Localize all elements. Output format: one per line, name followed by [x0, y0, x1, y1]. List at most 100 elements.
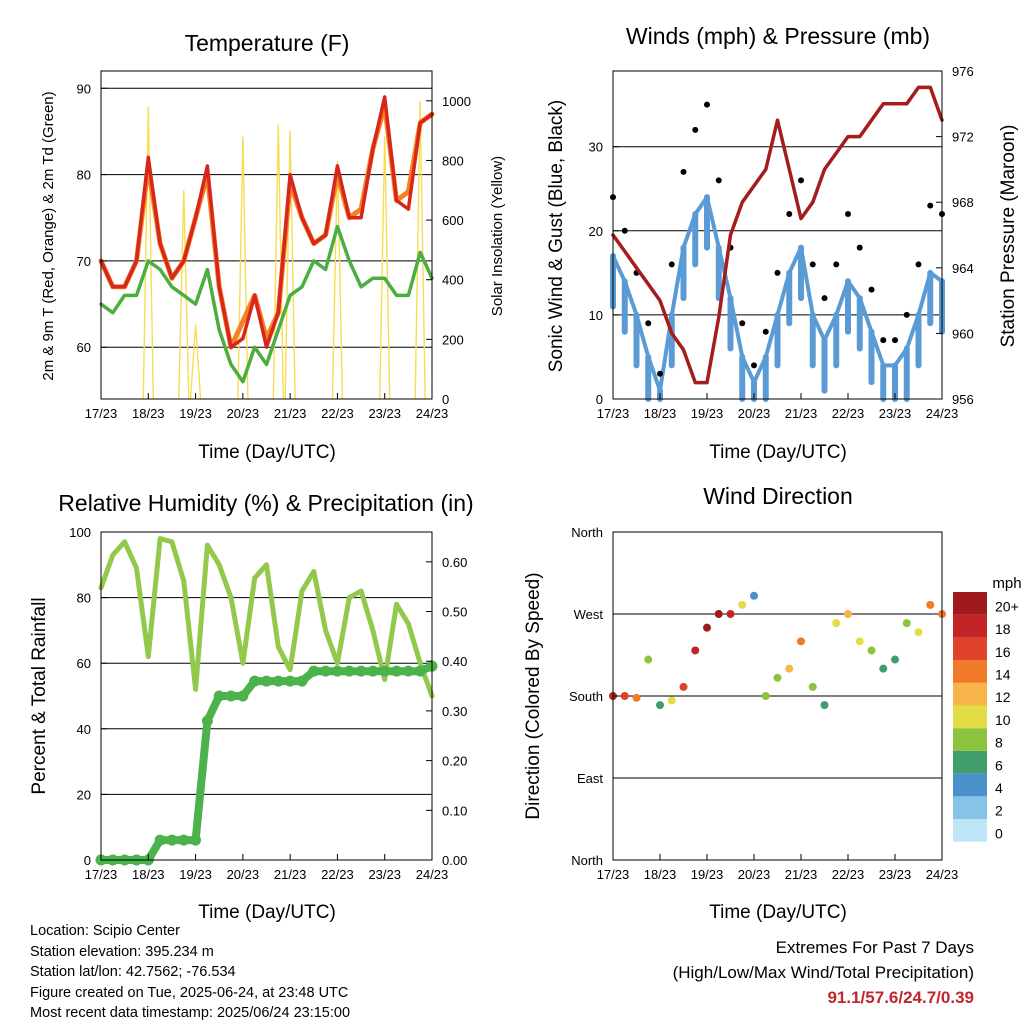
colorbar-label: 4	[995, 780, 1003, 796]
direction-point	[761, 692, 770, 700]
gust-point	[786, 210, 793, 217]
gust-point	[645, 320, 652, 327]
gust-point	[692, 126, 699, 133]
colorbar-label: 10	[995, 712, 1011, 728]
x-tick-label: 18/23	[132, 406, 165, 421]
humidity-panel: Relative Humidity (%) & Precipitation (i…	[29, 490, 474, 923]
humidity-frame	[100, 531, 433, 861]
temperature-title: Temperature (F)	[185, 30, 350, 56]
direction-y-ticks: North East South West North	[569, 525, 619, 868]
x-tick-label: 23/23	[368, 867, 401, 882]
x-tick-label: 24/23	[926, 406, 959, 421]
direction-point	[656, 701, 664, 710]
y2-tick-label: 972	[952, 130, 974, 145]
y-tick-label: 30	[589, 140, 603, 155]
colorbar-swatch	[953, 705, 987, 729]
direction-point	[914, 628, 923, 637]
direction-point	[855, 637, 864, 646]
temperature-panel: Temperature (F) 17/23 18/23 19/23 20/23 21/2…	[40, 30, 506, 463]
direction-gridlines	[613, 613, 942, 779]
station-elevation: Station elevation: 395.234 m	[30, 943, 214, 960]
direction-tick-label: North	[571, 525, 603, 540]
pressure-line	[611, 85, 944, 385]
y2-tick-label: 0.60	[442, 555, 467, 570]
solar-peak	[237, 136, 249, 400]
gust-point	[621, 227, 628, 234]
x-tick-label: 20/23	[738, 867, 771, 882]
colorbar-swatch	[953, 682, 987, 706]
colorbar-swatch	[953, 773, 987, 797]
direction-point	[750, 591, 758, 600]
y-tick-label: 0	[84, 853, 91, 868]
y-tick-label: 90	[77, 81, 91, 96]
dewpoint-line	[99, 224, 434, 384]
gust-point	[903, 311, 910, 318]
direction-point	[703, 623, 711, 632]
gust-point	[657, 370, 663, 377]
wind-y-label: Sonic Wind & Gust (Blue, Black)	[546, 100, 567, 372]
direction-plot-area	[609, 591, 946, 710]
gust-point	[809, 261, 816, 268]
solar-peak	[331, 160, 344, 400]
station-location: Location: Scipio Center	[30, 923, 180, 939]
gust-point	[668, 261, 675, 268]
humidity-y-label: Percent & Total Rainfall	[29, 597, 50, 794]
temperature-y2-label: Solar Insolation (Yellow)	[489, 156, 506, 316]
direction-point	[879, 664, 888, 673]
wind-pressure-panel: Winds (mph) & Pressure (mb) 17/23 18/23 19…	[546, 23, 1019, 463]
colorbar-label: 14	[995, 666, 1011, 682]
gust-point	[715, 177, 722, 184]
solar-peak	[178, 190, 190, 400]
gust-point	[821, 295, 828, 302]
direction-point	[738, 600, 747, 609]
y2-tick-label: 400	[442, 273, 464, 288]
extremes-value: 91.1/57.6/24.7/0.39	[827, 988, 974, 1007]
direction-point	[644, 655, 653, 664]
direction-tick-label: West	[574, 607, 604, 622]
humidity-y-ticks: 0 20 40 60 80 100	[69, 525, 107, 868]
y-tick-label: 60	[77, 656, 91, 671]
temperature-y-ticks: 60 70 80 90	[77, 81, 107, 355]
gust-point	[774, 269, 781, 276]
y2-tick-label: 968	[952, 195, 974, 210]
x-tick-label: 24/23	[926, 867, 959, 882]
wind-direction-panel: Wind Direction 17/23 18/23 19/23 20/23 21/23…	[523, 483, 1022, 923]
recent-timestamp: Most recent data timestamp: 2025/06/24 2…	[30, 1005, 351, 1021]
solar-peak	[189, 324, 202, 400]
colorbar-label: 18	[995, 621, 1011, 637]
direction-point	[832, 619, 841, 628]
direction-tick-label: East	[577, 771, 603, 786]
wind-y2-label: Station Pressure (Maroon)	[998, 125, 1019, 348]
colorbar-swatch	[953, 592, 987, 615]
y2-tick-label: 0.00	[442, 853, 467, 868]
x-tick-label: 24/23	[416, 406, 449, 421]
direction-x-label: Time (Day/UTC)	[709, 902, 847, 923]
x-tick-label: 19/23	[179, 406, 212, 421]
x-tick-label: 21/23	[274, 867, 307, 882]
y2-tick-label: 976	[952, 64, 974, 79]
y2-tick-label: 0.50	[442, 605, 467, 620]
y-tick-label: 20	[589, 224, 603, 239]
x-tick-label: 22/23	[832, 867, 865, 882]
direction-x-ticks: 17/23 18/23 19/23 20/23 21/23 22/23 23/23 24/23	[597, 854, 959, 882]
x-tick-label: 18/23	[644, 867, 677, 882]
x-tick-label: 18/23	[644, 406, 677, 421]
extremes-title: Extremes For Past 7 Days	[775, 938, 974, 957]
direction-point	[820, 701, 829, 710]
direction-point	[785, 664, 794, 673]
x-tick-label: 18/23	[132, 867, 165, 882]
colorbar-swatch	[953, 637, 987, 661]
x-tick-label: 22/23	[321, 867, 354, 882]
colorbar-swatch	[953, 796, 987, 819]
direction-point	[714, 610, 723, 618]
temperature-y-label: 2m & 9m T (Red, Orange) & 2m Td (Green)	[40, 91, 57, 380]
direction-point	[926, 600, 935, 609]
x-tick-label: 22/23	[321, 406, 354, 421]
temperature-x-ticks: 17/23 18/23 19/23 20/23 21/23 22/23 23/23 24/23	[85, 393, 449, 421]
y-tick-label: 80	[77, 591, 91, 606]
temperature-y2-ticks: 0 200 400 600 800 1000	[426, 94, 471, 407]
direction-title: Wind Direction	[703, 483, 853, 509]
colorbar-swatch	[953, 728, 987, 751]
x-tick-label: 20/23	[738, 406, 771, 421]
x-tick-label: 19/23	[691, 867, 724, 882]
